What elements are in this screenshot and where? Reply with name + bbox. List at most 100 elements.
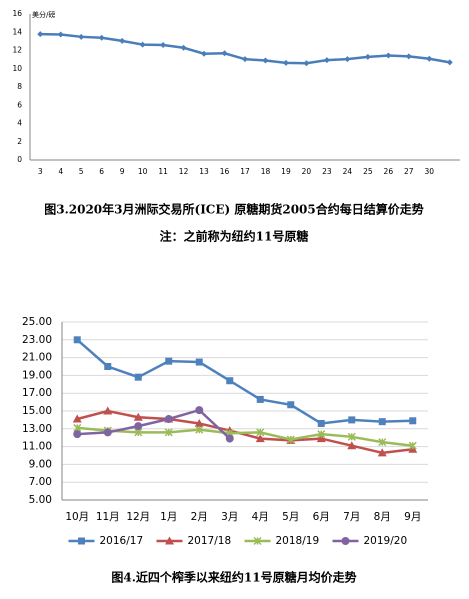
marker: [165, 536, 174, 545]
x-tick-label: 27: [404, 167, 414, 176]
x-tick-label: 3月: [221, 511, 238, 523]
x-tick-label: 12: [179, 167, 189, 176]
y-tick-label: 6: [17, 100, 22, 109]
x-tick-label: 18: [261, 167, 271, 176]
x-tick-label: 26: [384, 167, 394, 176]
marker: [194, 418, 204, 427]
x-tick-label: 8月: [374, 511, 391, 523]
x-tick-label: 17: [240, 167, 250, 176]
marker: [242, 56, 248, 63]
marker: [134, 422, 143, 431]
y-tick-label: 11.00: [22, 441, 52, 453]
x-tick-label: 12月: [126, 511, 150, 523]
marker: [426, 55, 433, 62]
y-tick-label: 7.00: [29, 476, 52, 488]
marker: [408, 441, 417, 450]
marker: [282, 59, 289, 66]
y-tick-label: 9.00: [29, 458, 52, 470]
x-tick-label: 11月: [96, 511, 120, 523]
marker: [316, 434, 326, 443]
marker: [164, 415, 173, 424]
x-tick-label: 5: [79, 167, 84, 176]
marker: [164, 428, 173, 437]
marker: [344, 56, 351, 63]
y-tick-label: 21.00: [22, 352, 52, 364]
marker: [262, 57, 269, 64]
x-tick-label: 10月: [65, 511, 89, 523]
marker: [225, 434, 234, 443]
marker: [103, 406, 113, 415]
marker: [221, 50, 228, 57]
marker: [378, 438, 387, 447]
marker: [385, 52, 392, 59]
series-line: [76, 409, 413, 455]
x-tick-label: 1月: [160, 511, 177, 523]
x-tick-label: 16: [220, 167, 230, 176]
marker: [378, 418, 386, 426]
y-tick-label: 23.00: [22, 334, 52, 346]
x-tick-label: 2月: [191, 511, 208, 523]
legend-label: 2019/20: [364, 535, 408, 547]
marker: [73, 336, 81, 344]
marker: [57, 31, 64, 38]
marker: [446, 59, 453, 66]
marker: [317, 419, 325, 427]
series-line: [77, 408, 231, 440]
x-tick-label: 5月: [282, 511, 299, 523]
note: 注：之前称为纽约11号原糖: [160, 229, 309, 244]
x-tick-label: 13: [199, 167, 209, 176]
marker: [348, 416, 356, 424]
marker: [409, 417, 417, 425]
x-tick-label: 7月: [343, 511, 360, 523]
marker: [341, 537, 350, 545]
series-line: [77, 426, 413, 447]
x-tick-label: 10: [138, 167, 148, 176]
legend-label: 2017/18: [188, 535, 232, 547]
marker: [73, 430, 82, 439]
marker: [133, 412, 143, 421]
marker: [78, 33, 85, 40]
x-tick-label: 23: [322, 167, 332, 176]
marker: [72, 414, 82, 423]
x-tick-label: 25: [363, 167, 373, 176]
x-tick-label: 9月: [404, 511, 421, 523]
marker: [160, 42, 167, 49]
y-axis-label: 美分/磅: [32, 10, 55, 19]
marker: [347, 432, 356, 441]
y-tick-label: 19.00: [22, 369, 52, 381]
x-tick-label: 11: [158, 167, 168, 176]
marker: [323, 57, 330, 64]
y-tick-label: 5.00: [29, 494, 52, 506]
marker: [255, 434, 265, 443]
y-tick-label: 8: [17, 82, 22, 91]
marker: [165, 357, 173, 365]
y-tick-label: 4: [17, 119, 22, 128]
x-tick-label: 30: [425, 167, 435, 176]
marker: [226, 377, 234, 385]
marker: [195, 358, 203, 366]
y-tick-label: 25.00: [22, 316, 52, 328]
x-tick-label: 9: [120, 167, 125, 176]
marker: [37, 31, 44, 38]
legend-label: 2016/17: [100, 535, 144, 547]
y-tick-label: 0: [17, 155, 22, 164]
marker: [180, 44, 187, 51]
x-tick-label: 4: [58, 167, 63, 176]
y-tick-label: 12: [12, 46, 22, 55]
y-tick-label: 15.00: [22, 405, 52, 417]
marker: [286, 435, 295, 444]
marker: [78, 537, 85, 545]
marker: [364, 53, 371, 60]
marker: [201, 50, 208, 57]
x-tick-label: 19: [281, 167, 291, 176]
marker: [256, 428, 265, 437]
marker: [98, 34, 105, 41]
marker: [119, 37, 126, 44]
x-tick-label: 20: [302, 167, 312, 176]
y-tick-label: 17.00: [22, 387, 52, 399]
caption: 图4.近四个榨季以来纽约11号原糖月均价走势: [111, 570, 356, 585]
y-tick-label: 10: [12, 64, 22, 73]
caption: 图3.2020年3月洲际交易所(ICE) 原糖期货2005合约每日结算价走势: [44, 202, 424, 217]
marker: [287, 401, 295, 409]
